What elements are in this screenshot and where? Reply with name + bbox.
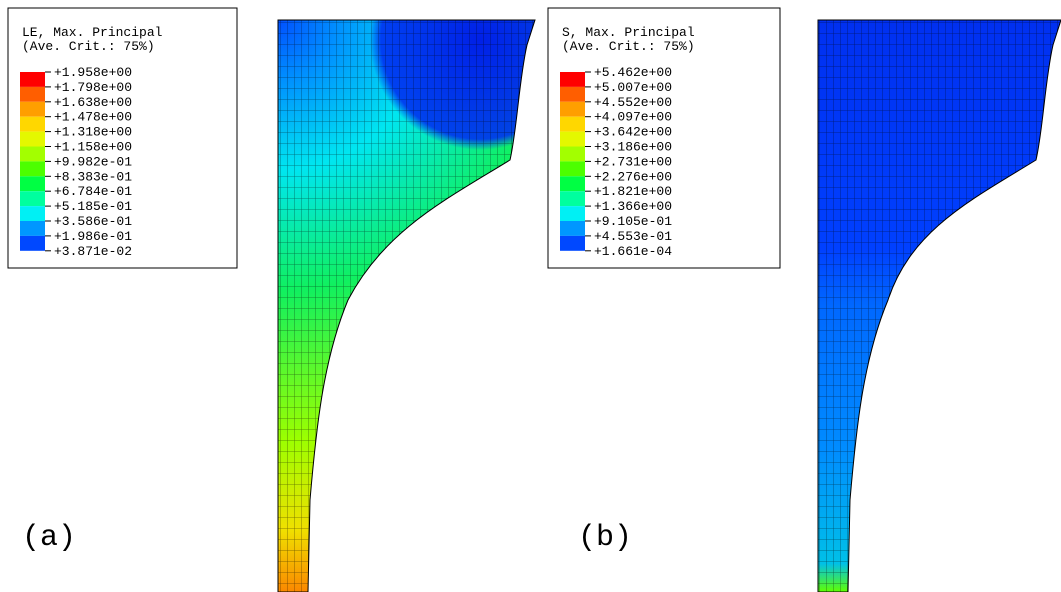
legend-swatch [20,235,45,251]
legend-title: S, Max. Principal [562,25,695,40]
legend-label: +4.552e+00 [594,95,672,110]
legend-label: +3.186e+00 [594,140,672,155]
legend-label: +6.784e-01 [54,184,132,199]
legend-swatch [560,235,585,251]
legend-box [7,7,238,269]
legend-subtitle: (Ave. Crit.: 75%) [562,39,695,54]
legend-label: +2.731e+00 [594,154,672,169]
legend-label: +1.366e+00 [594,199,672,214]
panel-label: (b) [578,521,632,555]
legend-label: +4.097e+00 [594,110,672,125]
legend-box [547,7,781,269]
legend-label: +1.318e+00 [54,125,132,140]
legend-swatch [20,72,45,87]
contour-outline [817,19,1061,592]
legend-label: +9.105e-01 [594,214,672,229]
contour-outline [277,19,536,592]
legend-label: +1.986e-01 [54,229,132,244]
legend-label: +1.661e-04 [594,244,672,259]
legend-swatch [560,86,585,102]
legend-swatch [20,176,45,192]
legend-label: +3.586e-01 [54,214,132,229]
legend-label: +1.638e+00 [54,95,132,110]
legend-label: +1.158e+00 [54,140,132,155]
legend-label: +1.798e+00 [54,80,132,95]
legend-swatch [20,86,45,102]
legend-label: +8.383e-01 [54,169,132,184]
legend-label: +5.007e+00 [594,80,672,95]
legend-label: +1.478e+00 [54,110,132,125]
panel-label: (a) [22,521,76,555]
legend-label: +9.982e-01 [54,154,132,169]
legend-label: +5.185e-01 [54,199,132,214]
legend-label: +1.821e+00 [594,184,672,199]
legend-swatch [560,176,585,192]
legend-swatch [20,191,45,207]
legend-swatch [20,131,45,147]
legend-swatch [560,206,585,221]
legend-label: +1.958e+00 [54,65,132,80]
legend-subtitle: (Ave. Crit.: 75%) [22,39,155,54]
legend-label: +5.462e+00 [594,65,672,80]
legend-label: +3.871e-02 [54,244,132,259]
legend-swatch [560,131,585,147]
legend-swatch [20,161,45,177]
legend-label: +4.553e-01 [594,229,672,244]
legend-swatch [560,72,585,87]
legend-swatch [20,221,45,236]
legend-swatch [560,191,585,207]
legend-swatch [20,116,45,132]
contour-mesh [278,20,535,592]
legend-swatch [560,161,585,177]
contour-mesh [818,20,1061,592]
legend-swatch [560,221,585,236]
legend-title: LE, Max. Principal [22,25,163,40]
legend-swatch [560,146,585,162]
legend-swatch [20,146,45,162]
legend-label: +2.276e+00 [594,169,672,184]
legend-swatch [560,101,585,117]
legend-swatch [560,116,585,132]
legend-label: +3.642e+00 [594,125,672,140]
legend-swatch [20,206,45,221]
legend-swatch [20,101,45,117]
